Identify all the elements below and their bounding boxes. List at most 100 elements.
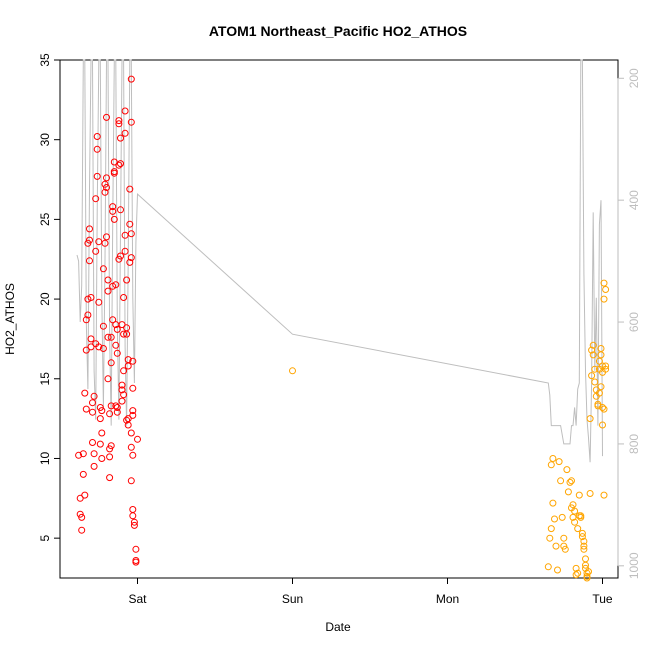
data-point: [124, 415, 132, 423]
data-point: [99, 322, 107, 330]
data-point: [591, 365, 599, 373]
data-point: [597, 383, 605, 391]
data-point: [129, 407, 137, 415]
data-point: [134, 435, 141, 443]
data-point: [586, 490, 594, 497]
data-point: [130, 521, 138, 529]
data-point: [558, 513, 566, 521]
data-point: [78, 526, 86, 534]
data-point: [560, 542, 568, 550]
data-point: [117, 252, 124, 260]
data-point: [129, 384, 137, 392]
data-point: [554, 566, 561, 574]
data-point: [600, 295, 608, 303]
data-point: [123, 416, 131, 424]
data-point: [582, 555, 589, 563]
data-point: [86, 225, 93, 233]
x-tick-label: Sat: [128, 592, 147, 606]
data-point: [555, 458, 563, 466]
data-point: [117, 134, 124, 142]
data-point: [118, 397, 126, 405]
data-point: [81, 491, 89, 499]
data-point: [574, 569, 582, 577]
data-point: [103, 113, 110, 121]
data-point: [96, 440, 104, 448]
y-axis-label: HO2_ATHOS: [3, 283, 17, 355]
data-point: [129, 357, 137, 365]
data-point: [121, 107, 129, 115]
data-point: [602, 365, 610, 373]
data-point: [126, 185, 134, 193]
data-point: [599, 421, 606, 429]
data-point: [124, 356, 132, 364]
data-point: [95, 298, 103, 306]
data-point: [106, 410, 114, 418]
data-point: [106, 474, 114, 482]
data-point: [127, 118, 135, 126]
data-point: [129, 451, 137, 459]
data-point: [113, 349, 121, 357]
data-point: [106, 453, 114, 461]
data-point: [123, 276, 131, 284]
data-point: [117, 160, 124, 168]
data-point: [600, 279, 608, 287]
data-point: [110, 169, 118, 177]
data-point: [87, 335, 95, 343]
data-point: [110, 158, 118, 166]
data-point: [90, 450, 98, 458]
data-point: [575, 491, 583, 499]
data-point: [115, 161, 123, 169]
y2-tick-label: 1000: [627, 552, 641, 579]
data-point: [95, 238, 103, 246]
data-point: [118, 381, 126, 389]
data-point: [103, 233, 110, 241]
data-point: [90, 392, 98, 400]
y-tick-label: 15: [38, 372, 52, 386]
data-point: [577, 512, 585, 520]
x-tick-label: Tue: [592, 592, 613, 606]
data-point: [599, 404, 606, 411]
data-point: [132, 545, 140, 553]
data-point: [552, 542, 560, 550]
data-point: [589, 351, 597, 359]
data-point: [585, 568, 592, 576]
data-point: [121, 129, 129, 137]
y-tick-label: 5: [38, 534, 52, 541]
data-point: [104, 287, 112, 295]
data-point: [549, 499, 557, 507]
data-point: [104, 333, 112, 341]
data-point: [92, 195, 100, 203]
data-point: [99, 265, 107, 273]
data-point: [75, 451, 83, 459]
data-point: [130, 518, 138, 526]
data-point: [79, 450, 87, 458]
data-point: [563, 466, 571, 474]
data-point: [127, 477, 135, 485]
y2-axis: 200 400 600 800 1000: [617, 68, 641, 579]
data-point: [101, 239, 109, 247]
data-point: [115, 120, 123, 128]
data-point: [92, 247, 100, 255]
data-point: [89, 439, 96, 446]
data-point: [127, 429, 135, 437]
y-tick-label: 35: [38, 53, 52, 67]
y2-tick-label: 400: [627, 190, 641, 210]
secondary-line-path: [76, 59, 603, 463]
data-point: [126, 258, 134, 266]
x-axis-label: Date: [325, 620, 351, 634]
plot-frame: [59, 59, 619, 579]
data-point: [81, 389, 89, 397]
data-point: [89, 399, 96, 407]
data-point: [127, 75, 135, 83]
series-1: [75, 75, 141, 566]
data-point: [571, 518, 579, 526]
data-point: [597, 345, 605, 352]
data-point: [121, 247, 129, 255]
data-point: [107, 442, 115, 450]
data-point: [568, 477, 575, 485]
data-point: [123, 324, 131, 332]
data-point: [118, 386, 126, 394]
data-point: [84, 311, 92, 319]
data-point: [98, 407, 106, 415]
data-point: [120, 367, 128, 375]
